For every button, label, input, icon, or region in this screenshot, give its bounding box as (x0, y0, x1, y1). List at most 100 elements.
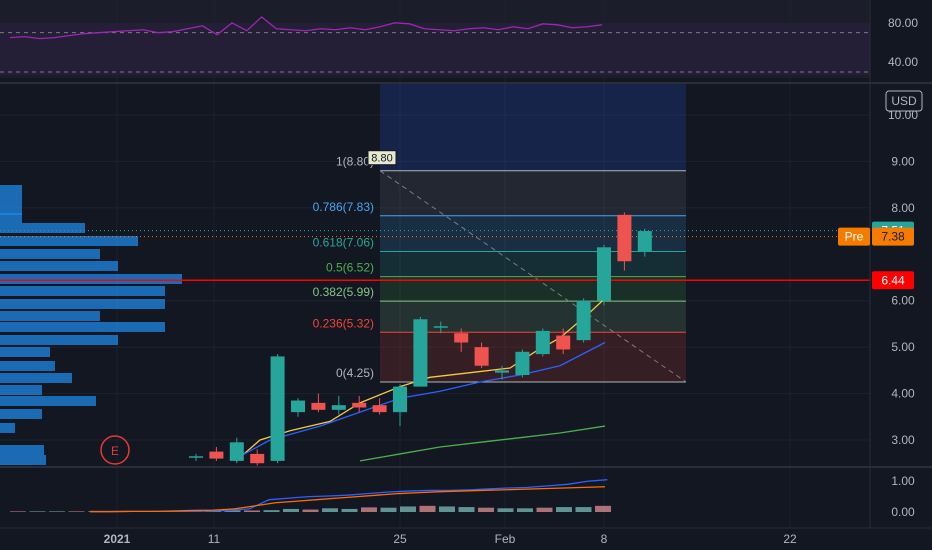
candle[interactable] (413, 316, 428, 387)
y-tick-label: 8.00 (891, 201, 915, 215)
profile-bar (0, 261, 118, 271)
fib-level-label: 1(8.80) (336, 155, 374, 169)
fib-target-zone (380, 83, 686, 171)
fib-trendline (379, 170, 687, 383)
profile-bar (0, 409, 42, 419)
candle[interactable] (352, 395, 367, 413)
candle[interactable] (556, 328, 571, 355)
candle[interactable] (189, 453, 203, 461)
y-tick-label: 5.00 (891, 340, 915, 354)
x-tick-label: 2021 (104, 532, 131, 546)
candle-body (576, 300, 591, 341)
candle[interactable] (637, 228, 652, 257)
volume-bar (419, 505, 436, 512)
currency-label: USD (891, 94, 917, 108)
candle[interactable] (597, 245, 611, 306)
volume-bar (283, 508, 299, 512)
candle-body (556, 335, 571, 350)
fibonacci-retracement[interactable]: 1(8.80) 0.786(7.83) 0.618(7.06) 0.5(6.52) 0.… (313, 83, 687, 383)
volume-bar (595, 505, 611, 512)
candle[interactable] (617, 212, 632, 271)
price-axis[interactable] (870, 0, 932, 528)
profile-bar (0, 185, 22, 195)
volume-bar (517, 508, 533, 512)
time-axis[interactable] (0, 528, 932, 550)
candle[interactable] (474, 342, 489, 369)
x-tick-label: 8 (601, 532, 608, 546)
volume-tick-label: 0.00 (891, 505, 915, 519)
fib-level-label: 0.236(5.32) (313, 316, 374, 330)
profile-bar (0, 236, 138, 246)
earnings-marker[interactable]: E (100, 435, 130, 465)
x-tick-label: 25 (393, 532, 407, 546)
candle[interactable] (229, 437, 244, 464)
volume-profile (0, 185, 182, 465)
volume-bar (478, 507, 494, 512)
candle[interactable] (270, 354, 285, 464)
fib-level-label: 0.5(6.52) (326, 261, 374, 275)
candle-body (189, 456, 203, 458)
candle[interactable] (311, 393, 326, 413)
y-tick-label: 4.00 (891, 387, 915, 401)
profile-bar (0, 347, 50, 357)
candle[interactable] (331, 395, 346, 415)
currency-button[interactable]: USD (885, 90, 923, 112)
candle[interactable] (393, 384, 407, 427)
ma-mid-line (235, 341, 606, 460)
profile-bar (0, 423, 15, 433)
profile-bar (0, 195, 22, 205)
ma-slow-line (359, 425, 606, 462)
x-tick-label: 22 (783, 532, 797, 546)
profile-bar (0, 223, 85, 233)
candle-body (637, 231, 652, 252)
earnings-label: E (111, 444, 119, 458)
fib-zone (380, 301, 686, 333)
candle[interactable] (576, 298, 591, 343)
candles[interactable] (189, 212, 652, 466)
y-tick-label: 6.00 (891, 294, 915, 308)
price-tag: 7.38 (872, 227, 914, 246)
candle[interactable] (291, 398, 305, 417)
y-axis-labels: 10.009.008.006.005.004.003.0080.0040.001… (888, 16, 918, 519)
candle[interactable] (372, 398, 387, 415)
profile-bar (0, 274, 182, 284)
premarket-box (838, 227, 870, 246)
volume-bar (10, 511, 26, 512)
candle-body (250, 453, 265, 464)
profile-bar (0, 385, 42, 395)
volume-bar (68, 511, 85, 512)
fib-high-box (367, 150, 397, 166)
profile-bar (0, 311, 100, 321)
candle[interactable] (495, 365, 509, 380)
candle[interactable] (250, 449, 265, 466)
volume-bar (556, 507, 572, 512)
volume-bar (497, 508, 514, 512)
candle-body (331, 405, 346, 410)
profile-bar (0, 335, 118, 345)
volume-ma2-line (90, 486, 606, 513)
candle-body (597, 247, 611, 301)
fib-level-label: 0(4.25) (336, 366, 374, 380)
fib-high-text: 8.80 (371, 153, 392, 165)
fib-zone (380, 170, 686, 216)
x-axis-labels: 2021 11 25 Feb 8 22 (104, 532, 797, 546)
profile-bar (0, 445, 44, 455)
candle[interactable] (209, 446, 224, 461)
candle[interactable] (515, 349, 530, 378)
candle[interactable] (433, 321, 448, 334)
profile-bar (0, 455, 46, 465)
volume-bar (536, 507, 553, 512)
volume-tick-label: 1.00 (891, 474, 915, 488)
volume-bar (341, 508, 358, 512)
candle[interactable] (535, 328, 550, 357)
candle[interactable] (454, 328, 469, 352)
fib-zone (380, 332, 686, 382)
fib-zone (380, 251, 686, 277)
price-tag: 6.44 (872, 271, 914, 290)
fib-level-label: 0.382(5.99) (313, 285, 374, 299)
profile-bar (0, 373, 72, 383)
profile-bar (0, 322, 165, 332)
y-tick-label: 9.00 (891, 154, 915, 168)
